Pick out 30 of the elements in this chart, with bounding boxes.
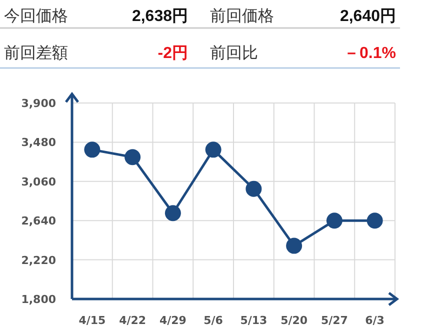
y-tick-label: 3,900 — [21, 97, 56, 110]
point — [84, 142, 100, 158]
text: 前回比 — [210, 44, 258, 62]
point — [286, 238, 302, 254]
x-tick-label: 4/29 — [159, 314, 186, 327]
x-tick-label: 4/15 — [78, 314, 106, 327]
text: 前回差額 — [4, 44, 68, 62]
y-tick-label: 3,060 — [21, 175, 56, 188]
point — [246, 180, 262, 197]
point — [205, 142, 222, 158]
x-tick-label: 4/22 — [119, 314, 146, 327]
text: －0.1% — [344, 45, 396, 62]
text: 今回価格 — [4, 8, 68, 25]
x-tick-label: 6/3 — [365, 314, 384, 327]
text: -2円 — [158, 45, 188, 62]
point — [366, 212, 383, 229]
text: 2,638円 — [132, 8, 188, 25]
x-tick-label: 5/13 — [240, 314, 268, 327]
x-tick-label: 5/27 — [320, 314, 348, 327]
y-tick-label: 2,220 — [21, 254, 56, 267]
x-tick-label: 5/20 — [280, 314, 308, 327]
point — [124, 149, 141, 166]
y-tick-label: 2,640 — [21, 214, 56, 228]
y-tick-label: 3,480 — [21, 136, 56, 150]
y-tick-label: 1,800 — [21, 293, 56, 306]
point — [164, 205, 181, 222]
text: 前回価格 — [210, 7, 274, 25]
text: 2,640円 — [340, 8, 396, 25]
x-tick-label: 5/6 — [204, 314, 224, 327]
point — [326, 212, 342, 229]
